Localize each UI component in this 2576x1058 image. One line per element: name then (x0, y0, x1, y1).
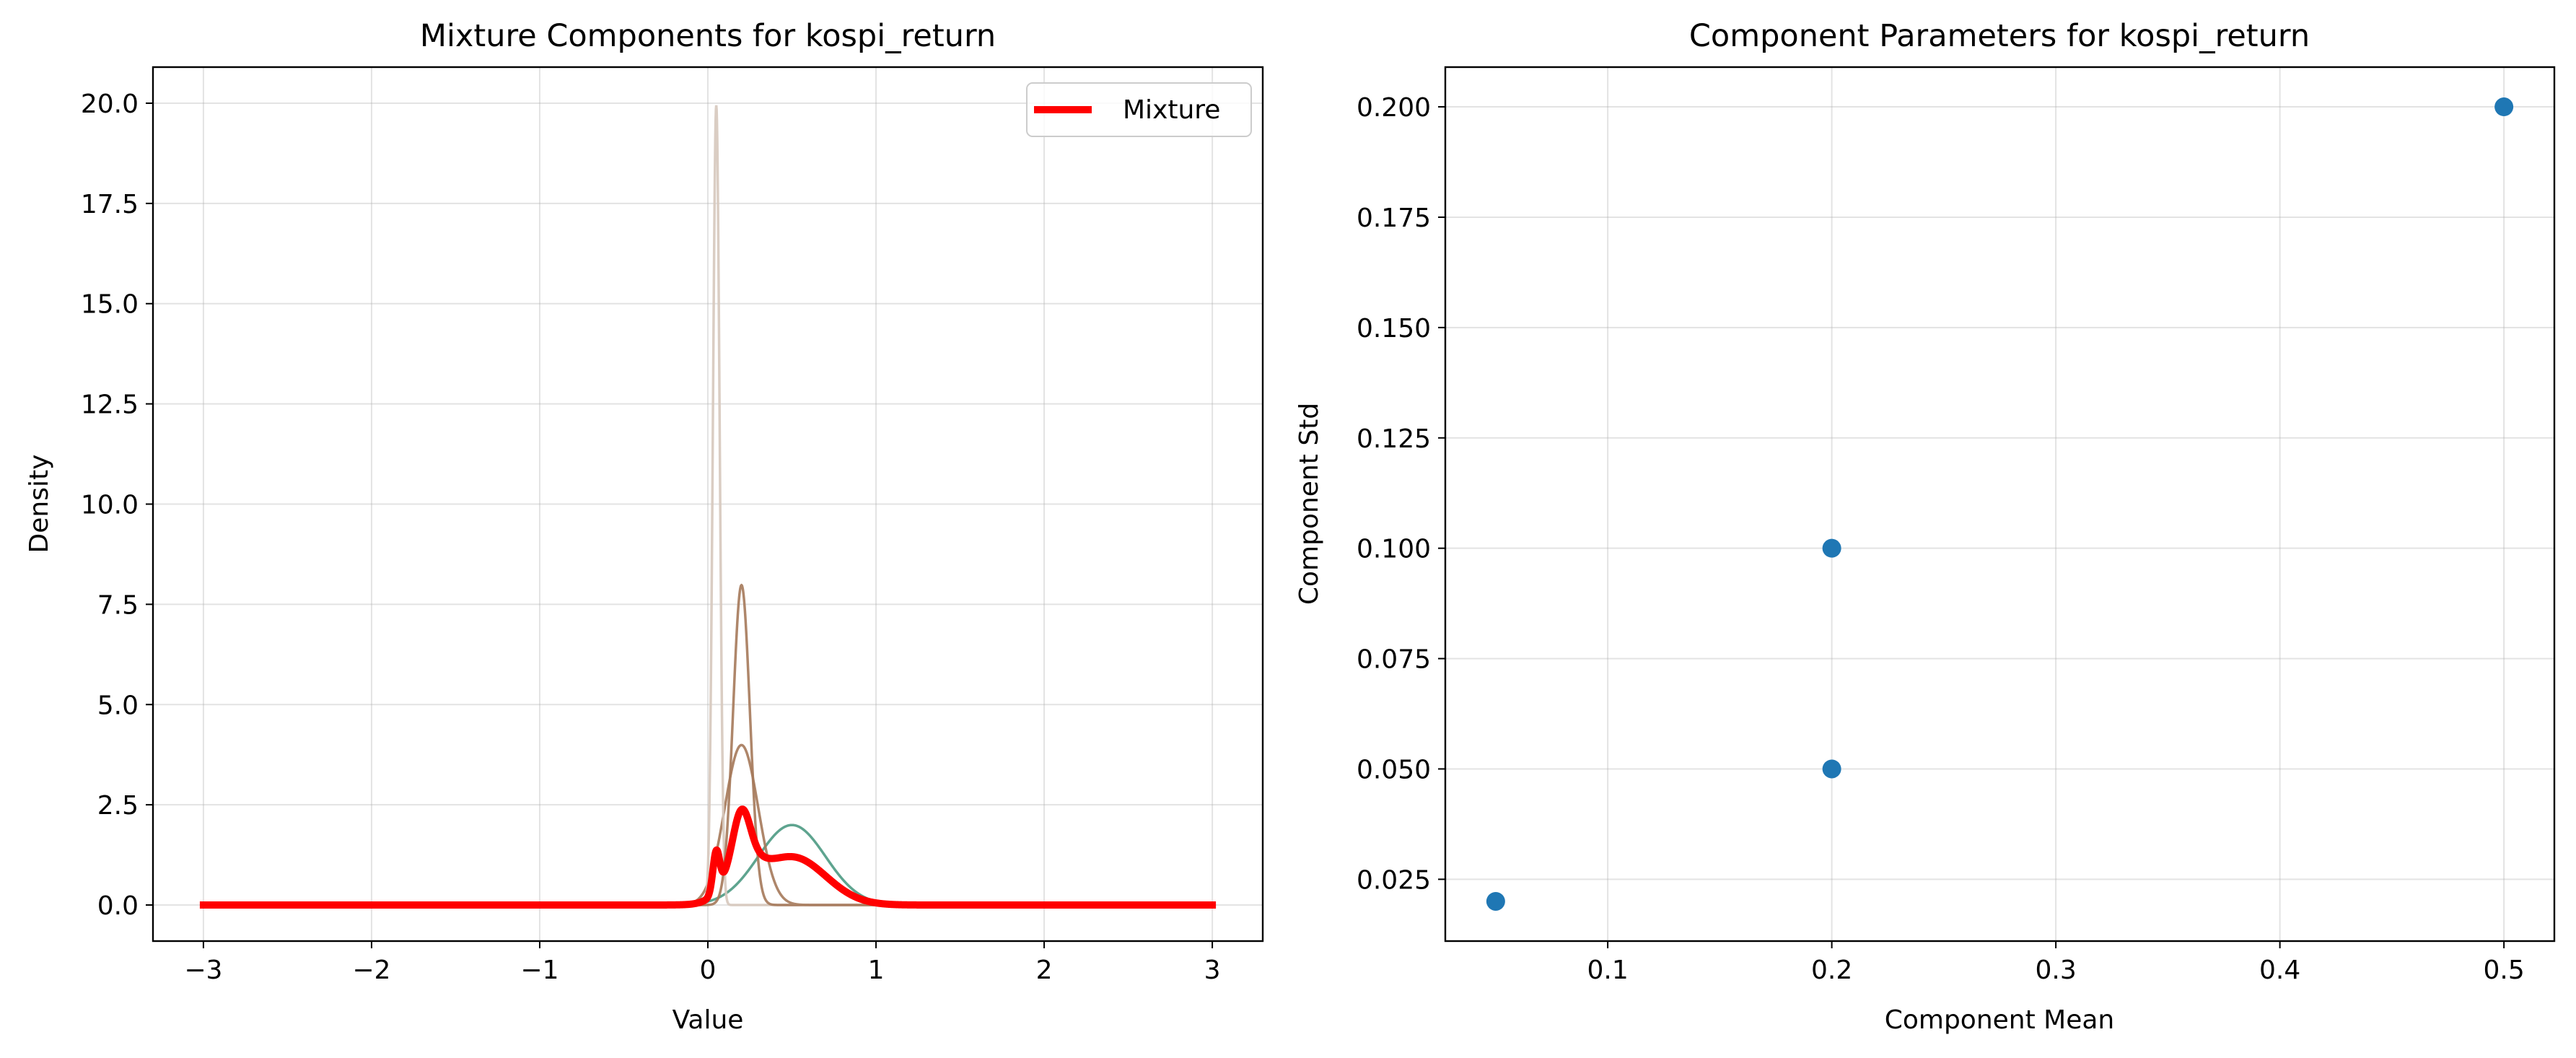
scatter-point-4 (1486, 891, 1505, 911)
right-x-tick-label: 0.5 (2484, 956, 2525, 985)
left-y-tick-label: 12.5 (81, 390, 139, 420)
left-x-tick-label: −2 (352, 956, 390, 985)
right-y-tick-label: 0.200 (1357, 93, 1431, 123)
left-chart-title: Mixture Components for kospi_return (420, 18, 996, 54)
legend-label-mixture: Mixture (1123, 95, 1220, 125)
left-y-tick-label: 20.0 (81, 89, 139, 119)
right-chart-title: Component Parameters for kospi_return (1689, 18, 2310, 54)
right-x-tick-label: 0.4 (2259, 956, 2300, 985)
left-y-tick-label: 2.5 (97, 791, 139, 821)
scatter-point-2 (1822, 538, 1841, 558)
right-plot-frame (1444, 66, 2556, 943)
right-x-tick-label: 0.2 (1811, 956, 1852, 985)
left-y-tick-label: 10.0 (81, 491, 139, 520)
right-x-tick-label: 0.1 (1587, 956, 1628, 985)
left-x-tick-label: 0 (700, 956, 717, 985)
left-x-tick-label: 1 (868, 956, 885, 985)
left-y-tick-label: 7.5 (97, 590, 139, 620)
mixture-components-panel: Mixture Components for kospi_return −3 −2… (25, 18, 1264, 1035)
left-y-tick-label: 15.0 (81, 290, 139, 320)
legend-box (1026, 82, 1252, 137)
right-y-tick-label: 0.100 (1357, 535, 1431, 564)
left-mixture-line (199, 805, 1217, 909)
right-y-tick-label: 0.175 (1357, 204, 1431, 233)
right-scatter-points (1486, 97, 2514, 911)
right-x-axis-label: Component Mean (1885, 1005, 2115, 1035)
left-x-tick-label: 2 (1036, 956, 1053, 985)
right-gridlines (1445, 67, 2554, 941)
right-y-axis-label: Component Std (1294, 403, 1324, 605)
scatter-point-3 (1822, 759, 1841, 779)
left-x-axis-label: Value (673, 1005, 744, 1035)
right-x-ticks: 0.1 0.2 0.3 0.4 0.5 (1587, 941, 2525, 985)
left-x-tick-label: 3 (1204, 956, 1221, 985)
left-x-ticks: −3 −2 −1 0 1 2 3 (184, 941, 1221, 985)
legend: Mixture (1026, 82, 1252, 137)
mixture-line (199, 805, 1217, 909)
left-y-axis-label: Density (25, 455, 54, 554)
left-x-tick-label: −3 (184, 956, 222, 985)
scatter-point-1 (2494, 97, 2514, 117)
left-y-tick-label: 5.0 (97, 691, 139, 720)
right-x-tick-label: 0.3 (2035, 956, 2076, 985)
right-y-tick-label: 0.125 (1357, 424, 1431, 454)
right-y-tick-label: 0.050 (1357, 755, 1431, 784)
right-y-ticks: 0.025 0.050 0.075 0.100 0.125 0.150 0.175 0.200 (1357, 93, 1445, 895)
component-parameters-panel: Component Parameters for kospi_return 0.… (1294, 18, 2556, 1035)
left-y-tick-label: 17.5 (81, 190, 139, 219)
left-y-tick-label: 0.0 (97, 891, 139, 921)
left-y-ticks: 0.0 2.5 5.0 7.5 10.0 12.5 15.0 17.5 20.0 (81, 89, 153, 921)
right-y-tick-label: 0.025 (1357, 865, 1431, 895)
right-y-tick-label: 0.075 (1357, 645, 1431, 675)
right-y-tick-label: 0.150 (1357, 314, 1431, 344)
left-x-tick-label: −1 (520, 956, 558, 985)
